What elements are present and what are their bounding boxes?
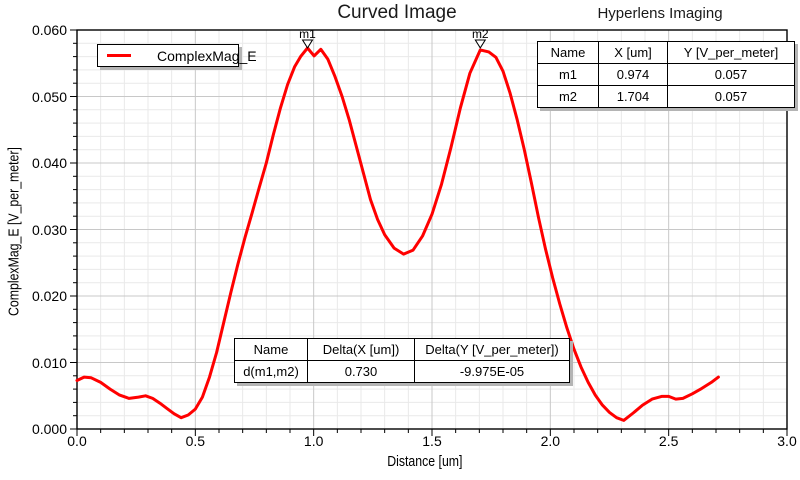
marker-m1[interactable]: m1 [299,27,316,49]
table-header-cell: X [um] [598,41,668,64]
legend-series-label: ComplexMag_E [157,47,257,64]
table-header-cell: Y [V_per_meter] [667,41,795,64]
y-tick-label: 0.010 [31,354,67,371]
plot-title: Curved Image [337,2,457,23]
x-tick-label: 2.0 [540,433,561,449]
table-cell: d(m1,m2) [234,360,308,383]
x-tick-label: 3.0 [777,433,797,449]
table-row: d(m1,m2) 0.730 -9.975E-05 [234,360,570,383]
marker-table[interactable]: Name X [um] Y [V_per_meter] m1 0.974 0.057 m2 1… [537,41,795,108]
marker-triangle-icon [474,39,487,49]
x-tick-label: 1.5 [422,433,442,449]
x-axis-label: Distance [um] [387,453,463,470]
table-row: m2 1.704 0.057 [537,85,795,108]
table-row: m1 0.974 0.057 [537,63,795,86]
table-cell: 1.704 [598,85,668,108]
marker-m2[interactable]: m2 [472,27,489,49]
marker-triangle-icon [301,39,314,49]
table-cell: 0.057 [667,63,795,86]
table-cell: -9.975E-05 [414,360,570,383]
y-tick-label: 0.050 [31,88,67,105]
legend-line-swatch [107,54,131,57]
x-tick-label: 1.0 [303,433,324,449]
marker-label: m2 [472,27,489,41]
legend[interactable]: ComplexMag_E [97,44,257,67]
table-header-cell: Name [234,338,308,361]
design-name-label: Hyperlens Imaging [597,5,723,22]
table-cell: m1 [537,63,599,86]
table-cell: 0.974 [598,63,668,86]
y-tick-label: 0.030 [31,221,67,238]
table-cell: 0.057 [667,85,795,108]
marker-label: m1 [299,27,316,41]
x-tick-label: 0.0 [67,433,87,449]
table-cell: 0.730 [307,360,415,383]
y-tick-label: 0.060 [31,22,67,38]
delta-table[interactable]: Name Delta(X [um]) Delta(Y [V_per_meter]) d… [234,338,570,383]
plot-border [76,29,788,430]
table-header-cell: Name [537,41,599,64]
table-cell: m2 [537,85,599,108]
y-tick-label: 0.040 [31,155,67,171]
series-curve [75,46,720,422]
x-tick-label: 0.5 [185,433,206,449]
x-tick-label: 2.5 [658,433,679,449]
table-header-cell: Delta(X [um]) [307,338,415,361]
table-header-cell: Delta(Y [V_per_meter]) [414,338,570,361]
y-tick-label: 0.020 [31,288,67,304]
y-tick-label: 0.000 [31,421,67,437]
